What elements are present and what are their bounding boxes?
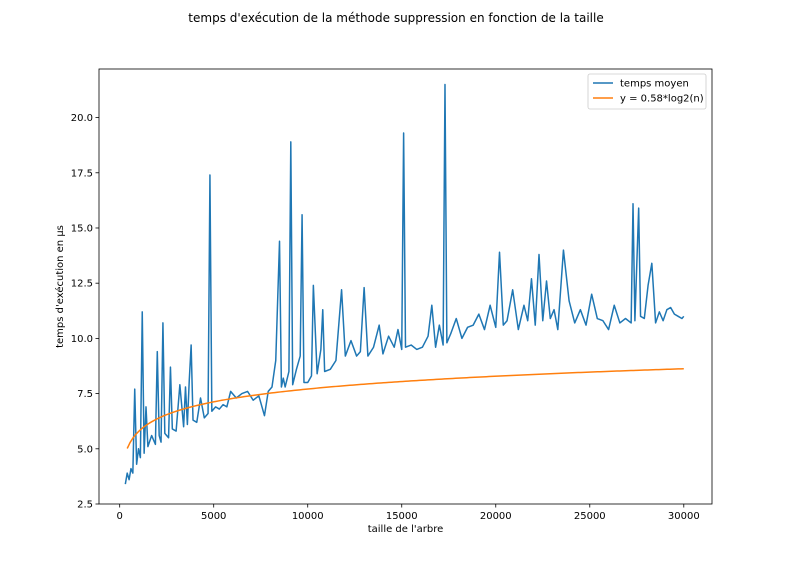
x-tick-label: 15000 [386, 511, 418, 522]
legend-label-log-fit: y = 0.58*log2(n) [620, 94, 704, 105]
y-tick-label: 2.5 [77, 500, 93, 511]
y-axis-ticks: 2.5 5.0 7.5 10.0 12.5 15.0 17.5 20.0 [71, 113, 99, 511]
y-tick-label: 12.5 [71, 279, 93, 290]
y-tick-label: 10.0 [71, 334, 93, 345]
x-tick-label: 25000 [574, 511, 606, 522]
y-tick-label: 17.5 [71, 168, 93, 179]
x-tick-label: 5000 [201, 511, 226, 522]
chart-title: temps d'exécution de la méthode suppress… [188, 11, 603, 25]
series-line-log-fit [126, 367, 684, 449]
x-tick-label: 30000 [668, 511, 700, 522]
y-tick-label: 15.0 [71, 223, 93, 234]
x-axis-ticks: 0 5000 10000 15000 20000 25000 30000 [116, 504, 700, 522]
plot-frame [98, 68, 713, 505]
series-layer [124, 83, 685, 485]
series-line-temps-moyen [124, 83, 685, 485]
x-tick-label: 0 [116, 511, 122, 522]
y-tick-label: 7.5 [77, 389, 93, 400]
y-axis-label: temps d'exécution en µs [54, 225, 66, 348]
x-tick-label: 10000 [292, 511, 324, 522]
y-tick-label: 5.0 [77, 444, 93, 455]
x-axis-label: taille de l'arbre [368, 524, 444, 535]
legend-frame [587, 73, 707, 110]
x-tick-label: 20000 [480, 511, 512, 522]
legend: temps moyen y = 0.58*log2(n) [587, 73, 707, 110]
legend-label-temps-moyen: temps moyen [620, 79, 689, 90]
y-tick-label: 20.0 [71, 113, 93, 124]
